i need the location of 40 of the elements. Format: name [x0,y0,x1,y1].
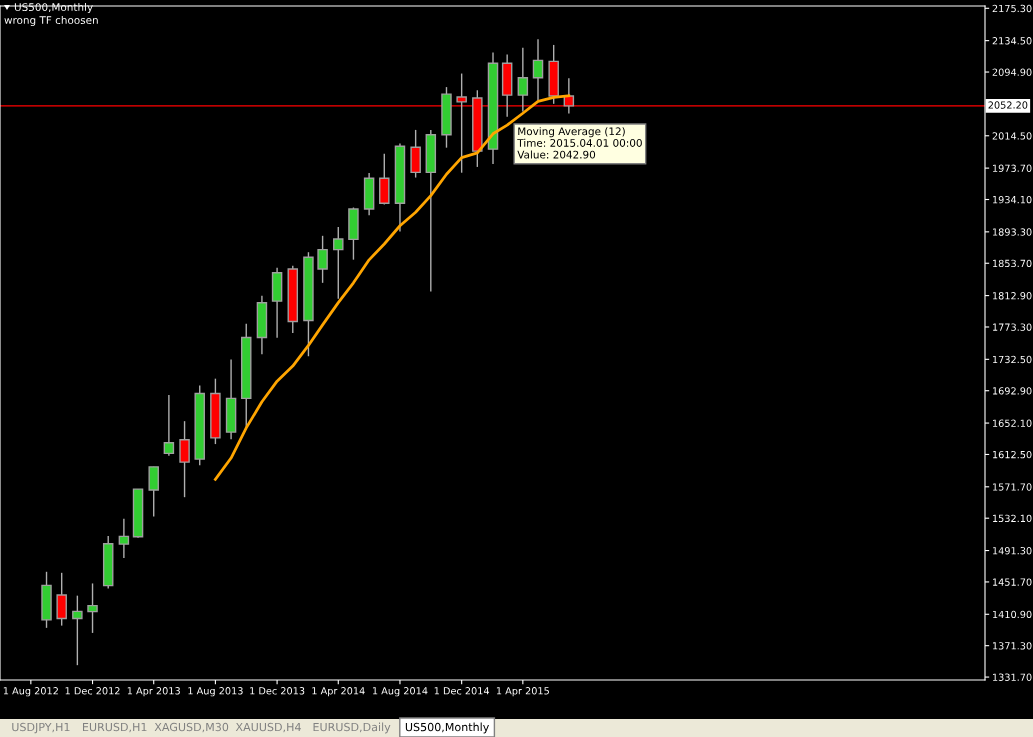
ref-line-label: 2052.20 [988,101,1028,109]
text: EURUSD,Daily [313,722,391,734]
text: EURUSD,H1 [83,722,147,733]
y-tick-label: 1451.70 [993,578,1032,586]
x-tick-label: 1 Aug 2013 [188,687,243,697]
y-tick-label: 1893.30 [993,228,1032,236]
y-tick-label: 1571.70 [993,483,1032,491]
y-tick-label: 1612.50 [993,450,1032,459]
x-tick-label: 1 Aug 2014 [372,687,428,697]
y-tick-label: 1491.30 [993,547,1032,555]
y-tick-label: 2014.50 [992,132,1032,140]
y-tick-label: 1773.30 [993,323,1032,331]
y-tick-label: 2134.50 [992,37,1032,45]
annotation: Moving Average (12) Time: 2015.04.01 00:00 Value: 2042.90 [517,127,642,159]
x-tick-label: 1 Dec 2013 [250,687,305,695]
y-tick-label: 1853.70 [993,259,1032,268]
x-tick-label: 1 Dec 2012 [65,687,120,695]
y-tick-label: 2094.90 [992,68,1032,76]
y-tick-label: 1371.30 [993,642,1032,650]
x-tick-label: 1 Dec 2014 [434,687,490,695]
chart-title: US500,Monthly [14,2,93,14]
y-tick-label: 1692.90 [993,387,1032,395]
y-tick-label: 1410.90 [993,610,1032,619]
y-tick-label: 1331.70 [993,673,1032,681]
y-tick-label: 2175.30 [992,4,1032,13]
text: XAGUSD,M30 [154,722,229,733]
text: wrong TF choosen [4,15,98,27]
text: US500,Monthly [405,722,489,734]
x-tick-label: 1 Aug 2012 [3,687,58,697]
y-tick-label: 1934.10 [993,195,1032,204]
y-tick-label: 1732.50 [993,355,1032,364]
text: XAUUSD,H4 [235,722,301,733]
x-tick-label: 1 Apr 2013 [127,687,180,697]
y-tick-label: 1652.10 [993,419,1032,427]
y-tick-label: 1532.10 [993,514,1032,523]
y-tick-label: 1973.70 [993,164,1032,172]
text: USDJPY,H1 [12,722,70,734]
x-tick-label: 1 Apr 2014 [312,687,365,697]
x-tick-label: 1 Apr 2015 [496,687,549,697]
y-tick-label: 1812.90 [993,292,1032,300]
